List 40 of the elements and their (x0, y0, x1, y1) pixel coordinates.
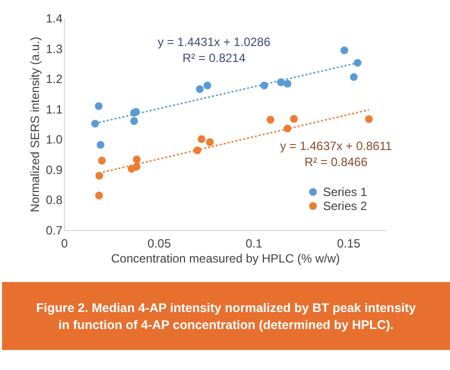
point (365, 115, 373, 124)
y-tick-label: 1.0 (46, 132, 63, 147)
point (98, 156, 106, 165)
point (266, 116, 274, 124)
y-tick-label: 0.8 (46, 193, 63, 208)
annotation: R² = 0.8466 (304, 155, 368, 169)
legend-label: Series 2 (323, 199, 368, 213)
x-tick-label: 0.1 (246, 236, 263, 250)
annotation: y = 1.4637x + 0.8611 (280, 139, 392, 153)
y-tick-label: 0.7 (46, 224, 63, 238)
point (94, 102, 103, 110)
point (350, 73, 358, 81)
point (95, 192, 103, 200)
y-tick-label: 1.3 (46, 42, 63, 56)
point (206, 138, 214, 146)
y-tick-label: 1.4 (46, 12, 63, 26)
point (284, 80, 292, 88)
legend-label: Series 1 (323, 185, 368, 199)
point (354, 58, 362, 67)
x-tick-label: 0 (61, 236, 68, 250)
annotation: y = 1.4431x + 1.0286 (158, 35, 271, 49)
x-tick-label: 0.15 (336, 236, 361, 250)
x-axis-title: Concentration measured by HPLC (% w/w) (111, 252, 340, 266)
point (91, 120, 99, 128)
caption: Figure 2. Median 4-AP intensity normalized by BT peak intensity in function of 4-AP concentration (determined by HPLC). (36, 301, 416, 332)
point (132, 156, 141, 164)
point (95, 172, 104, 180)
point (340, 46, 348, 54)
x-tick-label: 0.05 (148, 236, 172, 250)
point (204, 82, 212, 90)
point (290, 114, 298, 123)
point (130, 117, 138, 125)
y-axis-title: Normalized SERS intensity (a.u.) (28, 36, 42, 212)
point (96, 141, 104, 149)
annotation: R² = 0.8214 (182, 51, 246, 65)
point (196, 85, 204, 94)
point (198, 135, 206, 144)
y-tick-label: 1.1 (46, 102, 63, 116)
y-tick-label: 0.9 (46, 162, 63, 177)
y-tick-label: 1.2 (46, 72, 63, 86)
